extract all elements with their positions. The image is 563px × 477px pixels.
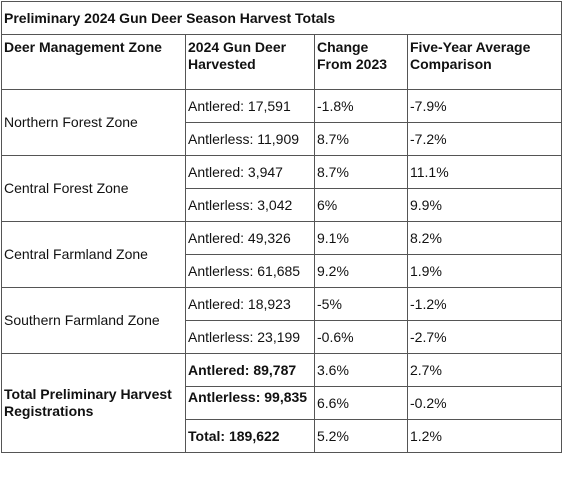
percent-cell: -5% (314, 287, 408, 321)
column-header: Five-Year Average Comparison (406, 34, 563, 90)
percent-cell: -0.2% (406, 386, 563, 420)
data-row: Southern Farmland Zone Antlered: 18,923 -5… (1, 287, 563, 354)
harvest-cell: Antlerless: 61,685 (185, 254, 315, 288)
header-row: Deer Management Zone 2024 Gun Deer Harves… (1, 34, 563, 90)
data-row: Antlerless: 61,685 9.2% 1.9% (2, 254, 563, 288)
percent-cell: -1.2% (406, 287, 563, 321)
percent-cell: 1.9% (406, 254, 563, 288)
data-row: Total: 189,622 5.2% 1.2% (2, 419, 563, 453)
column-header: 2024 Gun Deer Harvested (185, 34, 315, 90)
harvest-cell: Antlered: 89,787 (185, 353, 315, 387)
column-header: Change From 2023 (314, 34, 408, 90)
percent-cell: 8.7% (314, 155, 408, 189)
harvest-cell: Antlered: 17,591 (185, 89, 315, 123)
zone-cell: Southern Farmland Zone (1, 287, 186, 354)
harvest-cell: Antlered: 3,947 (185, 155, 315, 189)
percent-cell: 9.1% (314, 221, 408, 255)
percent-cell: -2.7% (406, 320, 563, 354)
harvest-cell: Antlerless: 3,042 (185, 188, 315, 222)
data-row: Antlerless: 99,835 6.6% -0.2% (2, 386, 563, 420)
harvest-table: Preliminary 2024 Gun Deer Season Harvest… (0, 1, 563, 453)
data-row: Total Preliminary Harvest Registrations A… (1, 353, 563, 453)
table-title: Preliminary 2024 Gun Deer Season Harvest… (0, 1, 563, 35)
percent-cell: 1.2% (406, 419, 563, 453)
harvest-cell: Antlerless: 23,199 (185, 320, 315, 354)
percent-cell: 9.2% (314, 254, 408, 288)
data-row: Northern Forest Zone Antlered: 17,591 -1.8… (1, 89, 563, 156)
data-row: Antlerless: 11,909 8.7% -7.2% (2, 122, 563, 156)
zone-cell: Central Farmland Zone (1, 221, 186, 288)
data-row: Central Farmland Zone Antlered: 49,326 9.1… (1, 221, 563, 288)
percent-cell: 6.6% (314, 386, 408, 420)
percent-cell: 8.7% (314, 122, 408, 156)
percent-cell: 8.2% (406, 221, 563, 255)
zone-cell: Northern Forest Zone (1, 89, 186, 156)
percent-cell: 2.7% (406, 353, 563, 387)
data-row: Antlerless: 3,042 6% 9.9% (2, 188, 563, 222)
percent-cell: -7.9% (406, 89, 563, 123)
percent-cell: -0.6% (314, 320, 408, 354)
zone-cell: Total Preliminary Harvest Registrations (1, 353, 186, 453)
data-row: Central Forest Zone Antlered: 3,947 8.7% 11… (1, 155, 563, 222)
zone-cell: Central Forest Zone (1, 155, 186, 222)
table-body: Preliminary 2024 Gun Deer Season Harvest… (0, 1, 563, 453)
harvest-cell: Antlerless: 11,909 (185, 122, 315, 156)
percent-cell: 6% (314, 188, 408, 222)
column-header: Deer Management Zone (1, 34, 186, 90)
percent-cell: 5.2% (314, 419, 408, 453)
data-row: Antlerless: 23,199 -0.6% -2.7% (2, 320, 563, 354)
percent-cell: -1.8% (314, 89, 408, 123)
percent-cell: -7.2% (406, 122, 563, 156)
harvest-cell: Antlered: 49,326 (185, 221, 315, 255)
harvest-cell: Antlerless: 99,835 (185, 386, 315, 420)
percent-cell: 9.9% (406, 188, 563, 222)
harvest-cell: Total: 189,622 (185, 419, 315, 453)
percent-cell: 11.1% (406, 155, 563, 189)
percent-cell: 3.6% (314, 353, 408, 387)
title-row: Preliminary 2024 Gun Deer Season Harvest… (0, 1, 563, 35)
harvest-cell: Antlered: 18,923 (185, 287, 315, 321)
